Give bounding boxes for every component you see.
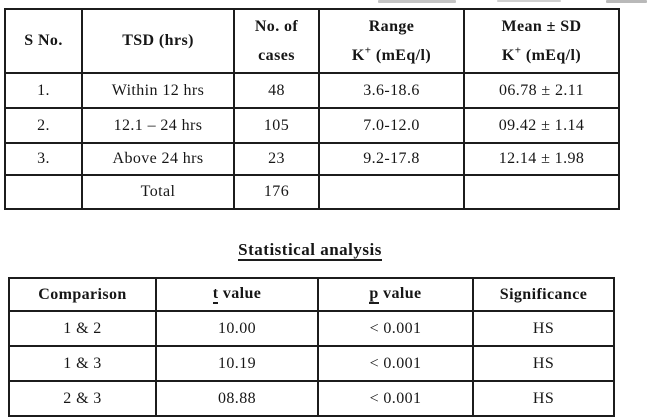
cell-tsd: Above 24 hrs <box>81 142 235 176</box>
tsd-header-row: S No. TSD (hrs) No. of cases Range K+ (m… <box>4 8 620 74</box>
cell-significance: HS <box>472 310 615 347</box>
cell-p-value: < 0.001 <box>317 310 474 347</box>
header-significance: Significance <box>472 277 615 312</box>
cell-mean: 06.78 ± 2.11 <box>463 72 620 109</box>
cell-range: 9.2-17.8 <box>318 142 465 176</box>
header-comparison: Comparison <box>8 277 157 312</box>
stat-row-3: 2 & 3 08.88 < 0.001 HS <box>8 380 615 417</box>
header-range: Range K+ (mEq/l) <box>318 8 465 74</box>
cell-sno: 3. <box>4 142 83 176</box>
statistical-analysis-table: Comparison t value p value Significance … <box>8 277 615 417</box>
cell-p-value: < 0.001 <box>317 380 474 417</box>
header-range-line1: Range <box>368 18 415 35</box>
cell-total-cases: 176 <box>233 174 320 210</box>
tsd-table: S No. TSD (hrs) No. of cases Range K+ (m… <box>4 8 620 210</box>
header-range-line2: K+ (mEq/l) <box>351 44 432 64</box>
header-mean-line2: K+ (mEq/l) <box>501 44 582 64</box>
cell-cases: 48 <box>233 72 320 109</box>
header-cases-line1: No. of <box>254 18 299 35</box>
cell-mean: 12.14 ± 1.98 <box>463 142 620 176</box>
stat-row-1: 1 & 2 10.00 < 0.001 HS <box>8 310 615 347</box>
scan-artifact <box>497 0 561 2</box>
stat-header-row: Comparison t value p value Significance <box>8 277 615 312</box>
header-p-value: p value <box>317 277 474 312</box>
cell-cases: 23 <box>233 142 320 176</box>
tsd-total-row: Total 176 <box>4 174 620 210</box>
cell-sno: 2. <box>4 107 83 144</box>
header-s-no: S No. <box>4 8 83 74</box>
tsd-row-1: 1. Within 12 hrs 48 3.6-18.6 06.78 ± 2.1… <box>4 72 620 109</box>
superscript-plus: + <box>364 44 372 57</box>
cell-sno: 1. <box>4 72 83 109</box>
cell-cases: 105 <box>233 107 320 144</box>
cell-comparison: 2 & 3 <box>8 380 157 417</box>
cell-comparison: 1 & 3 <box>8 345 157 382</box>
cell-tsd: Within 12 hrs <box>81 72 235 109</box>
stat-row-2: 1 & 3 10.19 < 0.001 HS <box>8 345 615 382</box>
cell-mean: 09.42 ± 1.14 <box>463 107 620 144</box>
scan-artifact <box>378 0 456 3</box>
section-title: Statistical analysis <box>0 240 620 262</box>
cell-comparison: 1 & 2 <box>8 310 157 347</box>
cell-t-value: 10.00 <box>155 310 319 347</box>
tsd-row-3: 3. Above 24 hrs 23 9.2-17.8 12.14 ± 1.98 <box>4 142 620 176</box>
cell-t-value: 08.88 <box>155 380 319 417</box>
cell-range: 7.0-12.0 <box>318 107 465 144</box>
scan-artifact <box>606 0 647 3</box>
cell-total-label: Total <box>81 174 235 210</box>
cell-range <box>318 174 465 210</box>
cell-mean <box>463 174 620 210</box>
header-no-of-cases: No. of cases <box>233 8 320 74</box>
header-mean-line1: Mean ± SD <box>501 18 582 35</box>
tsd-row-2: 2. 12.1 – 24 hrs 105 7.0-12.0 09.42 ± 1.… <box>4 107 620 144</box>
header-mean-sd: Mean ± SD K+ (mEq/l) <box>463 8 620 74</box>
cell-sno <box>4 174 83 210</box>
section-title-text: Statistical analysis <box>238 241 382 262</box>
cell-significance: HS <box>472 345 615 382</box>
header-t-value: t value <box>155 277 319 312</box>
header-cases-line2: cases <box>258 47 295 64</box>
cell-p-value: < 0.001 <box>317 345 474 382</box>
cell-significance: HS <box>472 380 615 417</box>
superscript-plus: + <box>514 44 522 57</box>
cell-t-value: 10.19 <box>155 345 319 382</box>
header-tsd: TSD (hrs) <box>81 8 235 74</box>
cell-range: 3.6-18.6 <box>318 72 465 109</box>
cell-tsd: 12.1 – 24 hrs <box>81 107 235 144</box>
